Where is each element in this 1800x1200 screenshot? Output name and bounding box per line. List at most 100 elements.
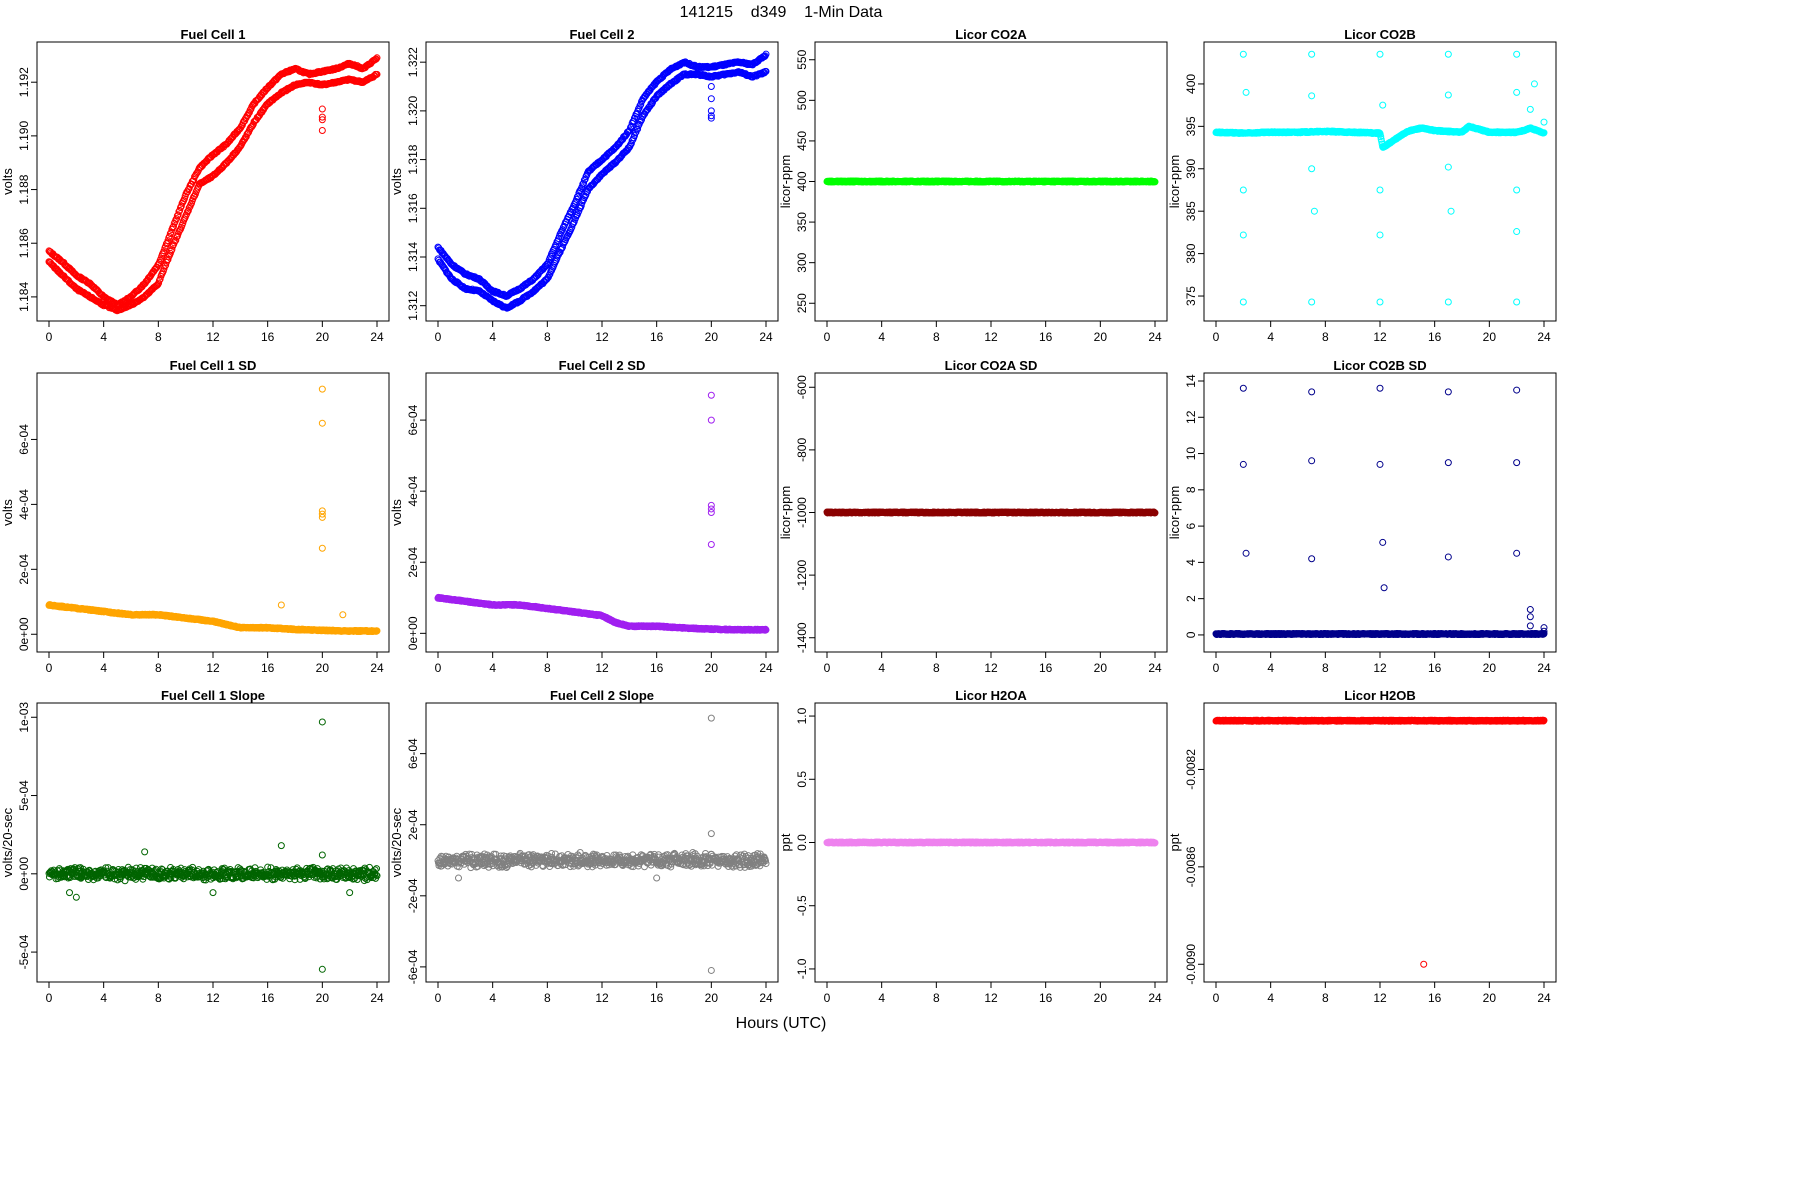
y-tick-label: 250 (795, 293, 809, 313)
data-point (1376, 231, 1384, 239)
data-point (166, 232, 174, 240)
y-tick-label: 380 (1184, 243, 1198, 263)
x-tick-label: 0 (435, 661, 442, 675)
y-tick-label: 395 (1184, 116, 1198, 136)
x-tick-label: 16 (650, 330, 664, 344)
y-tick-label: 1.190 (17, 121, 31, 151)
data-point (372, 55, 380, 63)
data-point (1376, 50, 1384, 58)
x-tick-label: 16 (1428, 330, 1442, 344)
y-tick-label: 385 (1184, 201, 1198, 221)
x-tick-label: 20 (316, 330, 330, 344)
data-point (707, 391, 715, 399)
x-tick-label: 12 (206, 330, 220, 344)
data-point (172, 236, 180, 244)
y-tick-label: -1200 (795, 559, 809, 590)
x-tick-label: 24 (1537, 330, 1551, 344)
data-point (1444, 298, 1452, 306)
data-point (573, 193, 581, 201)
x-tick-label: 8 (933, 661, 940, 675)
data-point (1530, 80, 1538, 88)
data-point (1513, 50, 1521, 58)
series-1 (1212, 122, 1548, 151)
y-tick-label: 1.186 (17, 228, 31, 258)
data-point (1308, 298, 1316, 306)
x-tick-label: 16 (261, 330, 275, 344)
data-point (1239, 298, 1247, 306)
y-tick-label: 550 (795, 49, 809, 69)
x-tick-label: 20 (1483, 330, 1497, 344)
x-tick-label: 8 (933, 330, 940, 344)
x-tick-label: 4 (100, 330, 107, 344)
data-point (1239, 186, 1247, 194)
x-tick-label: 24 (759, 330, 773, 344)
data-point (277, 601, 285, 609)
y-tick-label: 1.318 (406, 144, 420, 174)
data-point (169, 224, 177, 232)
data-point (1513, 298, 1521, 306)
y-tick-label: -1400 (795, 622, 809, 653)
data-point (631, 129, 639, 137)
y-tick-label: -800 (795, 438, 809, 462)
data-point (1447, 207, 1455, 215)
panel-title: Licor CO2A SD (945, 358, 1038, 373)
x-tick-label: 24 (1148, 661, 1162, 675)
series-1 (434, 50, 770, 301)
data-point (627, 139, 635, 147)
data-point (168, 246, 176, 254)
data-point (707, 416, 715, 424)
data-point (1513, 228, 1521, 236)
y-tick-label: 1.322 (406, 47, 420, 77)
y-tick-label: 1.312 (406, 290, 420, 320)
data-point (151, 265, 159, 273)
data-point (582, 191, 590, 199)
data-point (1513, 186, 1521, 194)
data-point (634, 125, 642, 133)
x-tick-label: 8 (544, 661, 551, 675)
y-tick-label: 375 (1184, 286, 1198, 306)
plot-frame (1203, 41, 1557, 322)
data-point (1242, 88, 1250, 96)
data-point (318, 105, 326, 113)
x-tick-label: 24 (370, 661, 384, 675)
x-tick-label: 4 (1267, 330, 1274, 344)
x-tick-label: 0 (1213, 330, 1220, 344)
data-point (227, 135, 235, 143)
series-2 (45, 70, 381, 315)
y-axis-label: volts (389, 499, 404, 526)
data-point (243, 130, 251, 138)
data-point (167, 247, 175, 255)
data-point (574, 192, 582, 200)
data-point (174, 211, 182, 219)
x-tick-label: 16 (650, 661, 664, 675)
data-point (162, 261, 170, 269)
data-point (577, 202, 585, 210)
data-point (558, 245, 566, 253)
x-tick-label: 20 (1094, 330, 1108, 344)
x-tick-label: 8 (1322, 330, 1329, 344)
series-2 (707, 391, 715, 548)
data-point (1239, 50, 1247, 58)
x-tick-label: 16 (261, 661, 275, 675)
series-1 (45, 601, 381, 636)
data-point (164, 255, 172, 263)
data-point (707, 95, 715, 103)
y-tick-label: 1.192 (17, 67, 31, 97)
data-point (1308, 92, 1316, 100)
data-point (1239, 231, 1247, 239)
panel-title: Licor CO2A (955, 27, 1027, 42)
y-axis-label: volts (389, 168, 404, 195)
y-tick-label: 4e-04 (406, 476, 420, 507)
series-3 (318, 105, 326, 135)
x-tick-label: 12 (1373, 330, 1387, 344)
data-point (318, 544, 326, 552)
series-2 (1239, 50, 1521, 306)
x-tick-label: 20 (705, 330, 719, 344)
series-1 (823, 177, 1159, 186)
x-tick-label: 12 (595, 330, 609, 344)
